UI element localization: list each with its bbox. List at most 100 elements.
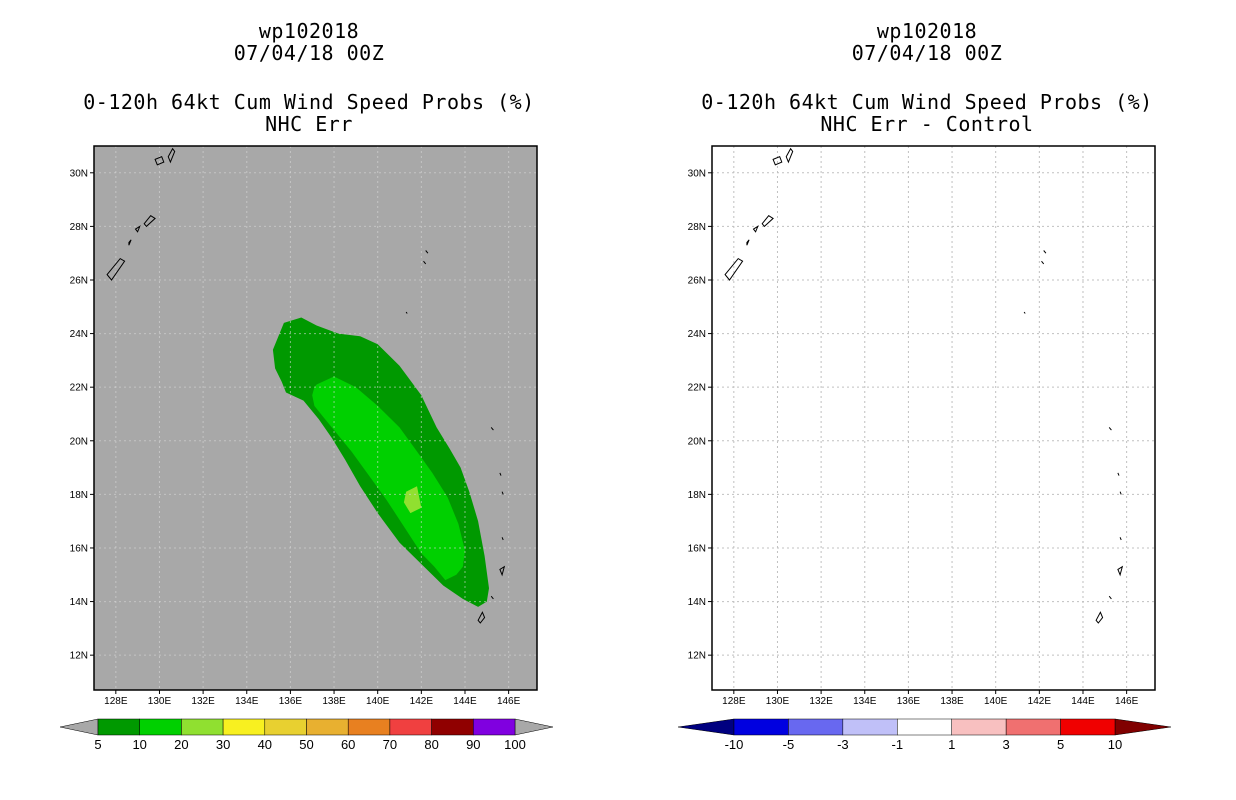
colorbar-segment (951, 718, 1007, 736)
colorbar-label: 3 (1003, 737, 1010, 752)
coastline (490, 427, 494, 431)
colorbar-label: -5 (783, 737, 795, 752)
y-tick-label: 22N (688, 383, 706, 394)
colorbar-end-triangle (514, 718, 554, 736)
plot-frame (93, 145, 538, 691)
coastline (423, 260, 427, 265)
y-tick-label: 20N (70, 436, 88, 447)
y-tick-label: 20N (688, 436, 706, 447)
coastline (134, 225, 141, 233)
contour-20-30 (403, 486, 422, 514)
x-tick-label: 140E (366, 696, 390, 707)
colorbar-label: 50 (299, 737, 313, 752)
left-subtitle: 0-120h 64kt Cum Wind Speed Probs (%) NHC… (0, 91, 618, 135)
y-tick-label: 16N (70, 543, 88, 554)
coastline (772, 156, 783, 166)
x-tick-label: 134E (235, 696, 259, 707)
colorbar-label: 20 (174, 737, 188, 752)
y-tick-label: 22N (70, 383, 88, 394)
x-tick-label: 138E (940, 696, 964, 707)
coastline (1023, 311, 1026, 314)
colorbar-segment (788, 718, 844, 736)
coastline (405, 311, 408, 314)
right-map: 128E 130E 132E 134E 136E 138E 140E 142E 144E 146E… (677, 145, 1172, 752)
y-tick-label: 14N (70, 597, 88, 608)
y-tick-label: 24N (70, 329, 88, 340)
colorbar-label: -3 (837, 737, 849, 752)
contour-10-20 (312, 376, 465, 581)
x-tick-label: 142E (1028, 696, 1052, 707)
y-tick-label: 28N (688, 222, 706, 233)
colorbar-segment (1005, 718, 1061, 736)
coastline (499, 472, 502, 476)
colorbar-segment (181, 718, 224, 736)
colorbar-label: 5 (1057, 737, 1064, 752)
y-tick-label: 12N (70, 651, 88, 662)
colorbar-segment (264, 718, 307, 736)
colorbar-end-triangle (1114, 718, 1172, 736)
x-tick-label: 130E (766, 696, 790, 707)
x-tick-label: 132E (191, 696, 215, 707)
colorbar-segment (897, 718, 952, 736)
colorbar-label: 90 (466, 737, 480, 752)
coastline (499, 565, 506, 577)
x-tick-label: 144E (453, 696, 477, 707)
colorbar-segment (347, 718, 391, 736)
coastline (106, 257, 126, 281)
y-tick-label: 26N (688, 275, 706, 286)
x-tick-label: 146E (1115, 696, 1139, 707)
coastline (128, 239, 132, 246)
colorbar-segment (97, 718, 140, 736)
colorbar-label: 100 (504, 737, 526, 752)
y-tick-label: 30N (688, 168, 706, 179)
y-tick-label: 18N (688, 490, 706, 501)
colorbar-segment (306, 718, 349, 736)
y-tick-label: 12N (688, 651, 706, 662)
left-subtitle-line-2: NHC Err (265, 112, 353, 136)
colorbar-label: 1 (948, 737, 955, 752)
y-tick-label: 16N (688, 543, 706, 554)
x-tick-label: 142E (410, 696, 434, 707)
x-tick-label: 138E (322, 696, 346, 707)
right-panel: wp102018 07/04/18 00Z 0-120h 64kt Cum Wi… (618, 0, 1236, 800)
plot-background (712, 146, 1155, 690)
coastline (761, 215, 774, 228)
coastline (167, 147, 176, 164)
coastline (1095, 611, 1104, 624)
right-title: wp102018 07/04/18 00Z (618, 20, 1236, 64)
x-tick-label: 132E (809, 696, 833, 707)
plot-background (94, 146, 537, 690)
colorbar-start-triangle (677, 718, 735, 736)
x-tick-label: 128E (104, 696, 128, 707)
colorbar-start-triangle (59, 718, 99, 736)
coastline (1041, 260, 1045, 265)
coastline (1119, 537, 1122, 541)
left-subtitle-line-1: 0-120h 64kt Cum Wind Speed Probs (%) (83, 90, 535, 114)
coastline (425, 250, 429, 254)
y-tick-label: 14N (688, 597, 706, 608)
colorbar-segment (139, 718, 182, 736)
right-subtitle: 0-120h 64kt Cum Wind Speed Probs (%) NHC… (618, 91, 1236, 135)
x-tick-label: 130E (148, 696, 172, 707)
x-tick-label: 134E (853, 696, 877, 707)
colorbar-segment (733, 718, 789, 736)
coastline (501, 491, 504, 495)
coastline (490, 595, 494, 600)
coastline (477, 611, 486, 624)
x-tick-label: 144E (1071, 696, 1095, 707)
left-panel: wp102018 07/04/18 00Z 0-120h 64kt Cum Wi… (0, 20, 618, 752)
coastline (154, 156, 165, 166)
right-title-line-2: 07/04/18 00Z (851, 41, 1003, 65)
colorbar-label: 10 (1108, 737, 1122, 752)
colorbar-segment (1060, 718, 1116, 736)
colorbar-label: 60 (341, 737, 355, 752)
left-title: wp102018 07/04/18 00Z (0, 20, 618, 64)
coastline (752, 225, 759, 233)
colorbar-segment (431, 718, 474, 736)
y-tick-label: 24N (688, 329, 706, 340)
colorbar-segment (842, 718, 898, 736)
colorbar-label: 5 (94, 737, 101, 752)
x-tick-label: 146E (497, 696, 521, 707)
colorbar-label: 70 (383, 737, 397, 752)
x-tick-label: 136E (279, 696, 303, 707)
